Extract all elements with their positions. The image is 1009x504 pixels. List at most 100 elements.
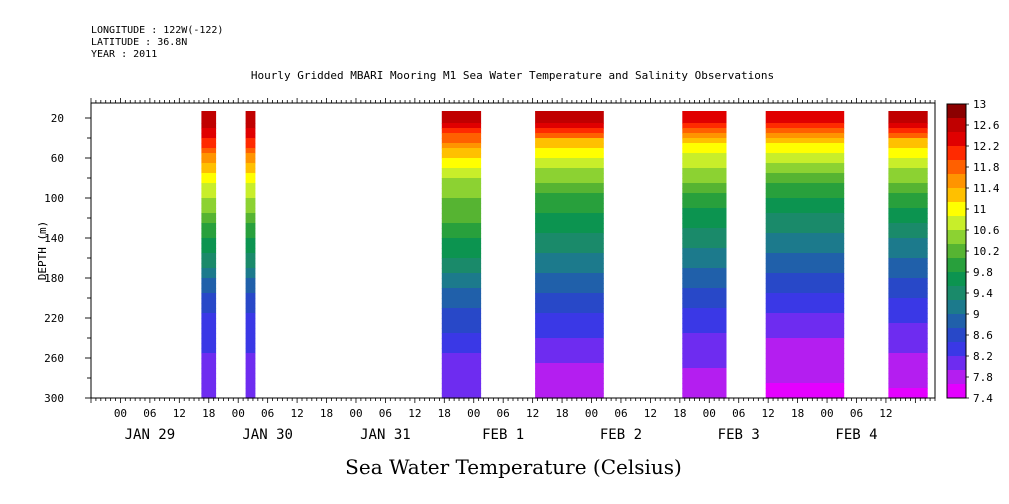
temperature-band: [201, 253, 217, 259]
temperature-band: [245, 218, 256, 224]
x-tick-label: 12: [290, 407, 303, 420]
x-tick-label: 18: [791, 407, 804, 420]
temperature-band: [765, 123, 845, 129]
x-tick-label: 06: [732, 407, 745, 420]
temperature-band: [201, 363, 217, 369]
temperature-band: [765, 283, 845, 289]
temperature-band: [765, 263, 845, 269]
temperature-band: [765, 213, 845, 219]
temperature-band: [765, 318, 845, 324]
temperature-band: [535, 173, 604, 179]
y-tick-label: 140: [44, 232, 64, 245]
temperature-band: [682, 158, 727, 164]
temperature-band: [535, 313, 604, 319]
temperature-band: [245, 378, 256, 384]
temperature-band: [682, 223, 727, 229]
temperature-band: [201, 188, 217, 194]
temperature-band: [441, 253, 482, 259]
temperature-band: [682, 288, 727, 294]
x-day-label: JAN 30: [242, 427, 293, 443]
colorbar-label: 10.6: [973, 224, 1000, 237]
temperature-band: [245, 318, 256, 324]
colorbar-label: 12.2: [973, 140, 1000, 153]
temperature-band: [535, 213, 604, 219]
temperature-band: [765, 198, 845, 204]
temperature-band: [682, 373, 727, 379]
temperature-band: [682, 213, 727, 219]
colorbar-swatch: [947, 328, 966, 343]
temperature-band: [245, 213, 256, 219]
temperature-band: [201, 111, 217, 124]
colorbar-swatch: [947, 314, 966, 329]
temperature-band: [682, 173, 727, 179]
colorbar-label: 11.8: [973, 161, 1000, 174]
temperature-band: [535, 368, 604, 374]
temperature-band: [245, 343, 256, 349]
y-tick-label: 220: [44, 312, 64, 325]
temperature-band: [535, 333, 604, 339]
temperature-band: [441, 333, 482, 339]
temperature-band: [201, 338, 217, 344]
temperature-band: [888, 348, 928, 354]
temperature-band: [245, 258, 256, 264]
temperature-band: [441, 153, 482, 159]
temperature-band: [682, 263, 727, 269]
temperature-band: [245, 353, 256, 359]
temperature-band: [535, 283, 604, 289]
temperature-band: [201, 358, 217, 364]
x-day-label: JAN 29: [125, 427, 176, 443]
temperature-band: [765, 168, 845, 174]
temperature-band: [888, 298, 928, 304]
temperature-band: [765, 358, 845, 364]
temperature-band: [535, 148, 604, 154]
temperature-band: [535, 353, 604, 359]
temperature-band: [441, 358, 482, 364]
temperature-band: [765, 273, 845, 279]
temperature-band: [201, 378, 217, 384]
temperature-band: [441, 348, 482, 354]
colorbar-swatch: [947, 230, 966, 245]
temperature-band: [535, 208, 604, 214]
temperature-band: [245, 333, 256, 339]
temperature-band: [888, 273, 928, 279]
temperature-band: [888, 358, 928, 364]
x-tick-label: 00: [820, 407, 833, 420]
temperature-band: [441, 368, 482, 374]
colorbar-swatch: [947, 370, 966, 385]
x-axis: 00 06 12 18 00 06 12 18 00 06 12 18 00 06 12 18 00 06 12 18…: [90, 398, 936, 443]
temperature-band: [888, 133, 928, 139]
temperature-band: [441, 148, 482, 154]
x-day-label: FEB 4: [835, 427, 877, 443]
temperature-band: [245, 373, 256, 379]
colorbar-swatch: [947, 300, 966, 315]
temperature-band: [201, 123, 217, 129]
temperature-band: [535, 188, 604, 194]
temperature-band: [201, 263, 217, 269]
temperature-band: [201, 153, 217, 159]
colorbar-label: 7.8: [973, 371, 993, 384]
colorbar-swatch: [947, 146, 966, 161]
temperature-band: [201, 373, 217, 379]
temperature-band: [765, 393, 845, 399]
temperature-band: [888, 163, 928, 169]
temperature-band: [765, 308, 845, 314]
temperature-band: [888, 258, 928, 264]
temperature-band: [201, 243, 217, 249]
observation-block: [245, 111, 256, 399]
temperature-band: [682, 283, 727, 289]
temperature-band: [682, 353, 727, 359]
temperature-band: [201, 298, 217, 304]
temperature-band: [535, 168, 604, 174]
temperature-band: [441, 283, 482, 289]
temperature-band: [682, 363, 727, 369]
temperature-band: [245, 148, 256, 154]
temperature-band: [535, 268, 604, 274]
temperature-band: [765, 353, 845, 359]
temperature-band: [682, 328, 727, 334]
temperature-band: [245, 228, 256, 234]
temperature-band: [765, 288, 845, 294]
temperature-band: [441, 243, 482, 249]
temperature-band: [535, 193, 604, 199]
temperature-band: [888, 283, 928, 289]
